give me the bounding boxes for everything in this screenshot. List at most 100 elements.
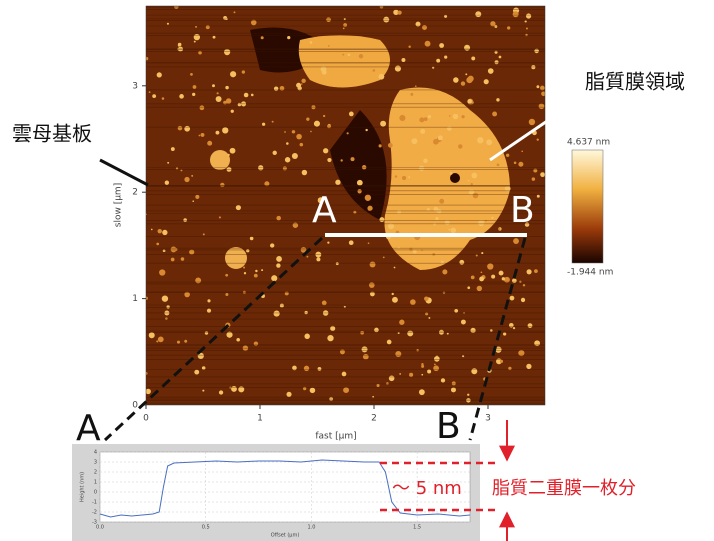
grain (413, 250, 417, 254)
grain (513, 327, 515, 329)
grain (526, 364, 531, 369)
grain (327, 335, 333, 341)
grain (217, 92, 219, 94)
grain (453, 77, 458, 82)
grain (327, 124, 331, 128)
grain (395, 175, 398, 178)
grain (284, 131, 286, 133)
membrane-label: 脂質膜領域 (585, 70, 685, 94)
grain (177, 341, 180, 344)
grain (392, 293, 394, 295)
grain (521, 151, 523, 153)
grain (433, 365, 439, 371)
grain (306, 117, 309, 120)
grain (310, 131, 312, 133)
grain (523, 284, 525, 286)
grain (195, 195, 199, 199)
grain (190, 73, 193, 76)
grain (336, 262, 339, 265)
grain (450, 172, 453, 175)
y-axis-label: slow [µm] (114, 183, 124, 227)
grain (409, 373, 413, 377)
grain (157, 72, 162, 77)
grain (368, 242, 370, 244)
grain (510, 296, 515, 301)
grain (467, 99, 472, 104)
lipid-domain (210, 150, 230, 170)
grain (165, 317, 168, 320)
grain (365, 129, 367, 131)
grain (351, 157, 355, 161)
grain (167, 162, 169, 164)
grain (162, 295, 168, 301)
grain (230, 71, 236, 77)
grain (342, 54, 344, 56)
grain (434, 356, 440, 362)
grain (468, 180, 470, 182)
grain (467, 394, 469, 396)
grain (194, 370, 199, 375)
grain (423, 159, 428, 164)
grain (378, 74, 384, 80)
grain (280, 304, 284, 308)
grain (222, 127, 228, 133)
grain (369, 282, 375, 288)
grain (250, 237, 254, 241)
grain (286, 392, 291, 397)
grain (494, 25, 497, 28)
grain (372, 396, 374, 398)
grain (171, 258, 175, 262)
grain (486, 139, 492, 145)
grain (225, 274, 228, 277)
grain (273, 151, 277, 155)
grain (477, 137, 483, 143)
grain (466, 77, 472, 83)
grain (442, 269, 447, 274)
grain (537, 138, 539, 140)
grain (323, 115, 325, 117)
grain (286, 142, 289, 145)
grain (362, 346, 368, 352)
grain (348, 53, 351, 56)
grain (242, 70, 245, 73)
grain (539, 103, 545, 109)
grain (162, 97, 165, 100)
y-tick-label: 3 (94, 460, 97, 466)
x-tick-label: 1 (257, 414, 263, 424)
y-tick-label: 0 (132, 401, 138, 411)
grain (419, 166, 424, 171)
grain (386, 382, 389, 385)
point-b: B (510, 190, 535, 231)
grain (367, 206, 372, 211)
grain (272, 121, 274, 123)
grain (276, 256, 282, 262)
grain (419, 389, 425, 395)
grain (184, 177, 189, 182)
grain (427, 369, 431, 373)
grain (230, 148, 236, 154)
grain (254, 274, 258, 278)
y-tick-label: 4 (94, 450, 97, 456)
grain (270, 243, 274, 247)
grain (419, 117, 424, 122)
grain (191, 175, 193, 177)
grain (194, 41, 196, 43)
grain (433, 139, 439, 145)
grain (465, 73, 467, 75)
grain (527, 269, 532, 274)
grain (467, 286, 470, 289)
grain (231, 386, 237, 392)
grain (349, 240, 354, 245)
grain (363, 354, 369, 360)
grain (397, 10, 401, 14)
grain (162, 230, 167, 235)
grain (471, 275, 475, 279)
grain (225, 86, 228, 89)
grain (225, 293, 228, 296)
grain (481, 271, 483, 273)
grain (438, 135, 443, 140)
grain (461, 115, 464, 118)
grain (362, 165, 366, 169)
grain (458, 144, 462, 148)
grain (343, 387, 349, 393)
